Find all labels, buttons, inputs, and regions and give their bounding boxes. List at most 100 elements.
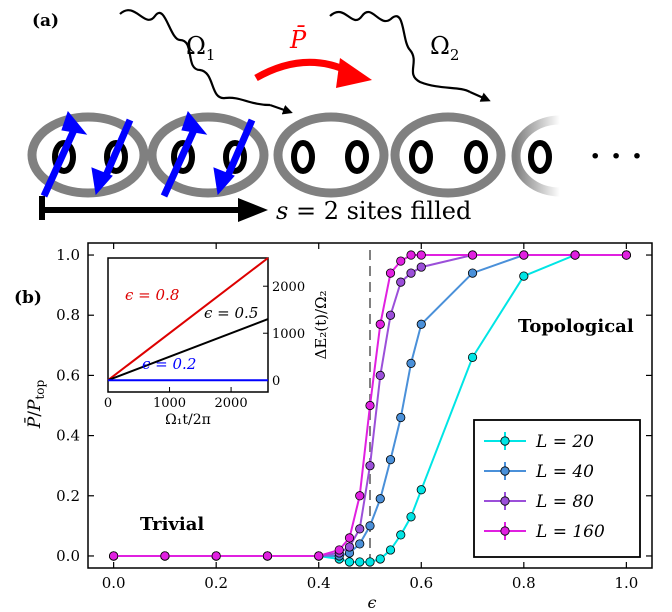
spin-up-arrow <box>160 128 198 198</box>
data-point <box>467 250 478 260</box>
main-axes: 0.0 0.2 0.4 0.6 0.8 1.0 0.0 0.2 0.4 0.6 0.8 1.0 <box>56 243 652 592</box>
legend-label: L = 160 <box>535 522 605 542</box>
orbital-ring <box>464 140 488 174</box>
omega2-wave <box>329 10 471 93</box>
legend-marker <box>500 526 510 536</box>
trivial-label: Trivial <box>140 514 204 535</box>
inset-y-tick-label: 2000 <box>272 280 305 295</box>
spin-up-arrow <box>40 128 78 198</box>
legend-label: L = 20 <box>535 432 594 452</box>
orbital-ring <box>52 140 76 174</box>
data-point <box>385 455 396 465</box>
site-ring <box>390 112 506 198</box>
data-point <box>416 319 426 329</box>
data-point <box>334 545 344 555</box>
panel-b: (b) 0.0 0.2 0.4 0.6 0.8 1.0 0.0 0.2 0.4 0.6 0.8 1.0… <box>14 242 653 612</box>
inset-x-tick-label: 1000 <box>153 396 186 411</box>
transfer-arrow <box>254 58 352 82</box>
data-point <box>355 539 365 549</box>
pbar-label: P̄ <box>289 26 307 54</box>
main-series <box>109 250 631 567</box>
x-tick-label: 0.0 <box>102 574 126 592</box>
x-tick-label: 0.4 <box>307 574 331 592</box>
spin-down-arrow <box>222 118 256 182</box>
data-point <box>385 268 396 278</box>
topological-label: Topological <box>518 316 634 337</box>
omega2-label: Ω2 <box>430 32 459 64</box>
data-point <box>365 521 375 531</box>
data-point <box>211 551 221 561</box>
site-ring-partial <box>511 115 561 197</box>
data-point <box>621 250 631 260</box>
data-point <box>344 557 355 567</box>
legend-item: L = 20 <box>484 432 594 452</box>
inset-y-tick-label: 0 <box>272 374 280 389</box>
inset-axes: 0 1000 2000 0 1000 2000 <box>104 280 305 411</box>
legend: L = 20 L = 40 L = 80 L = 160 <box>473 419 641 558</box>
orbital-ring <box>223 140 247 174</box>
inset-label-eps08: ϵ = 0.8 <box>125 286 179 304</box>
data-point <box>375 554 385 564</box>
legend-item: L = 40 <box>484 462 594 482</box>
data-point <box>396 277 406 287</box>
x-axis-label: ϵ <box>368 593 377 612</box>
inset-label-eps02: ϵ = 0.2 <box>142 355 196 373</box>
omega2-arrowhead <box>469 90 491 102</box>
orbital-ring <box>345 140 369 174</box>
y-tick-label: 0.4 <box>56 427 80 445</box>
legend-label: L = 40 <box>535 462 594 482</box>
main-plot-frame <box>87 242 653 569</box>
data-point <box>385 545 396 555</box>
site-ring <box>273 112 389 198</box>
site-ring <box>147 112 269 198</box>
data-point <box>109 551 119 561</box>
y-tick-label: 1.0 <box>56 246 80 264</box>
data-point <box>365 557 375 567</box>
legend-marker <box>500 466 510 476</box>
data-point <box>406 268 416 278</box>
omega1-arrowhead <box>269 103 293 115</box>
data-point <box>396 412 406 423</box>
data-point <box>365 400 375 411</box>
y-tick-label: 0.6 <box>56 366 80 384</box>
data-point <box>355 557 365 567</box>
data-point <box>375 370 385 381</box>
data-point <box>467 268 478 278</box>
legend-marker <box>500 496 510 506</box>
data-point <box>355 524 365 534</box>
inset-y-label: ΔE₂(t)/Ω₂ <box>312 290 330 359</box>
site-ring <box>27 112 149 198</box>
inset-series <box>107 257 269 382</box>
y-tick-label: 0.2 <box>56 487 80 505</box>
spin-up-arrowhead <box>181 110 208 135</box>
inset-x-tick-label: 0 <box>104 396 112 411</box>
omega1-label: Ω1 <box>186 32 215 64</box>
y-axis-label: P̄/Ptop <box>23 380 47 430</box>
series-3 <box>109 250 631 561</box>
spin-down-arrowhead <box>91 167 113 196</box>
orbital-ring <box>291 140 315 174</box>
data-point <box>406 250 416 260</box>
data-point <box>416 262 426 272</box>
ellipsis: · · · <box>590 139 642 174</box>
data-point <box>314 551 324 561</box>
orbital-ring <box>104 140 128 174</box>
spin-arrows <box>40 110 256 198</box>
legend-item: L = 160 <box>484 522 605 542</box>
inset-series-line <box>107 257 269 381</box>
spin-up-arrowhead <box>61 110 88 135</box>
panel-a-label: (a) <box>32 11 59 31</box>
data-point <box>160 551 170 561</box>
data-point <box>262 551 273 561</box>
data-point <box>519 271 529 281</box>
data-point <box>344 542 355 552</box>
data-point <box>416 485 426 495</box>
spin-down-arrowhead <box>213 167 235 196</box>
orbital-ring <box>409 140 433 174</box>
x-tick-label: 1.0 <box>614 574 638 592</box>
data-point <box>416 250 426 260</box>
inset-x-tick-label: 2000 <box>215 396 248 411</box>
data-point <box>467 352 478 362</box>
inset: 0 1000 2000 0 1000 2000 ϵ = 0.8 ϵ = 0.5 ϵ = 0… <box>104 257 330 428</box>
y-tick-label: 0.8 <box>56 306 80 324</box>
